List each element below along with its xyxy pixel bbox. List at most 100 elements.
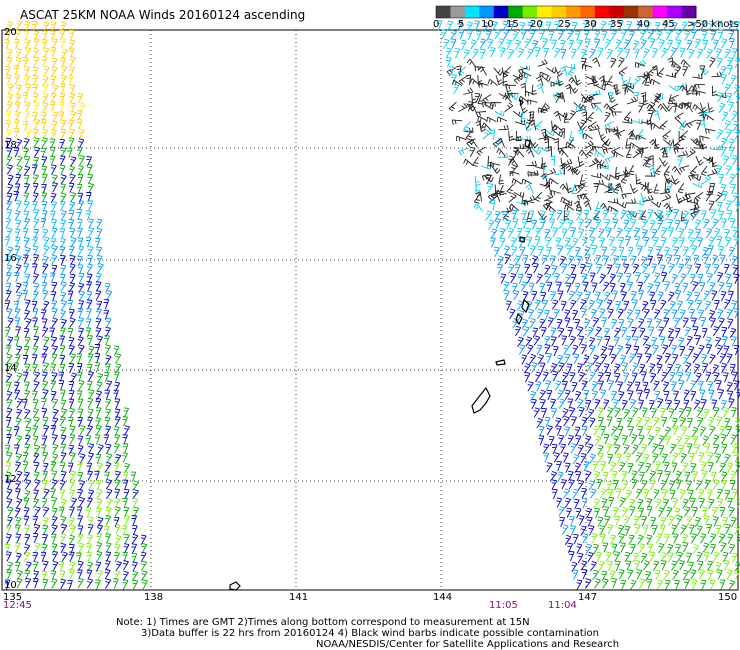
wind-barb (14, 245, 21, 257)
wind-barb (52, 443, 59, 455)
wind-barb (569, 551, 575, 562)
wind-barb (718, 245, 725, 257)
wind-barb (540, 398, 546, 410)
wind-barb (582, 236, 588, 247)
wind-barb (586, 507, 593, 519)
wind-barb (735, 164, 740, 176)
wind-barb (652, 109, 661, 121)
wind-barb (490, 164, 501, 174)
wind-barb (626, 20, 633, 32)
wind-barb (603, 399, 610, 410)
wind-barb (531, 290, 538, 301)
wind-barb (32, 164, 38, 175)
wind-barb (457, 20, 464, 31)
wind-barb (637, 498, 644, 509)
wind-barb (559, 164, 566, 175)
wind-barb (695, 335, 702, 346)
wind-barb (557, 92, 566, 103)
wind-barb (14, 38, 20, 49)
wind-barb (558, 434, 565, 446)
wind-barb (531, 362, 538, 373)
wind-barb (637, 389, 643, 400)
wind-barb (686, 119, 697, 129)
wind-barb (32, 408, 39, 419)
wind-barb (67, 462, 74, 473)
wind-barb (60, 119, 67, 130)
wind-barb (504, 253, 511, 265)
wind-barb (22, 452, 29, 463)
wind-barb (6, 551, 12, 562)
wind-barb (514, 255, 521, 266)
wind-barb (611, 318, 618, 330)
wind-barb (657, 470, 663, 481)
wind-barb (651, 408, 657, 419)
wind-barb (512, 30, 519, 42)
wind-barb (95, 579, 101, 590)
wind-barb (69, 273, 76, 284)
wind-barb (653, 183, 659, 194)
wind-barb (14, 542, 21, 553)
wind-barb (490, 102, 502, 108)
wind-barb (568, 479, 575, 490)
wind-barb (59, 101, 65, 112)
wind-barb (730, 480, 736, 491)
wind-barb (41, 39, 48, 50)
wind-barb (624, 551, 631, 563)
wind-barb (640, 255, 648, 267)
colorbar-swatch (681, 6, 697, 18)
wind-barb (24, 336, 31, 347)
wind-barb (654, 21, 661, 33)
wind-barb (712, 479, 720, 490)
wind-barb (24, 155, 31, 167)
wind-barb (60, 452, 67, 463)
wind-barb (632, 299, 639, 310)
wind-barb (604, 218, 611, 230)
wind-barb (508, 193, 517, 203)
wind-barb (666, 506, 673, 518)
wind-barb (88, 183, 95, 194)
wind-barb (656, 245, 663, 257)
wind-barb (592, 569, 599, 581)
wind-barb (59, 335, 66, 346)
wind-barb (50, 164, 57, 175)
wind-barb (687, 417, 693, 429)
wind-barb (719, 506, 726, 518)
wind-barb (50, 47, 57, 58)
wind-barb (569, 372, 576, 383)
wind-barb (76, 110, 83, 121)
wind-barb (474, 175, 481, 187)
wind-barb (719, 462, 726, 473)
wind-barb (564, 426, 571, 437)
wind-barb (581, 425, 588, 437)
wind-barb (633, 515, 640, 526)
wind-barb (503, 245, 511, 256)
wind-barb (603, 291, 611, 302)
wind-barb (6, 246, 14, 257)
wind-barb (61, 524, 68, 535)
wind-barb (733, 380, 740, 391)
wind-barb (538, 425, 545, 437)
wind-barb (13, 147, 20, 158)
wind-barb (69, 128, 75, 139)
wind-barb (662, 138, 674, 147)
wind-barb (551, 78, 562, 87)
wind-barb (529, 245, 536, 256)
wind-barb (553, 138, 559, 149)
wind-barb (682, 246, 689, 257)
wind-barb (581, 569, 588, 580)
wind-barb (567, 326, 574, 338)
wind-barb (550, 291, 557, 302)
wind-barb (660, 407, 666, 418)
wind-barb (52, 398, 59, 409)
wind-barb (581, 344, 587, 355)
wind-barb (601, 30, 608, 41)
wind-barb (615, 300, 622, 312)
wind-barb (78, 379, 85, 391)
wind-barb (624, 86, 635, 94)
wind-barb (43, 424, 50, 436)
island-south (229, 581, 241, 591)
wind-barb (638, 147, 644, 158)
wind-barb (526, 236, 533, 247)
wind-barb (6, 353, 13, 364)
wind-barb (59, 489, 66, 500)
